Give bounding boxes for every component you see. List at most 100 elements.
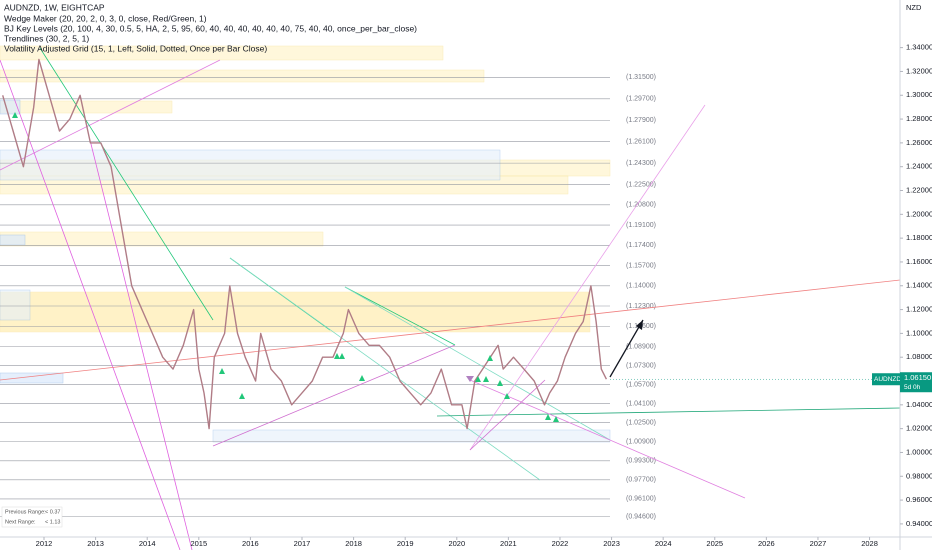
- grid-level-label: (1.00900): [626, 439, 656, 446]
- zone: [0, 289, 31, 321]
- y-tick-label: 1.10000: [906, 328, 932, 337]
- x-tick-label: 2012: [36, 539, 53, 548]
- x-tick-label: 2015: [190, 539, 207, 548]
- x-tick-label: 2022: [552, 539, 569, 548]
- y-tick-label: 1.00000: [906, 447, 932, 456]
- trendline: [229, 257, 541, 481]
- x-tick-label: 2028: [861, 539, 878, 548]
- arrow-head: [636, 320, 643, 330]
- trendline: [344, 286, 611, 441]
- forecast-arrow: [609, 319, 644, 378]
- y-tick-label: 1.24000: [906, 162, 932, 171]
- y-tick-label: 1.18000: [906, 233, 932, 242]
- trendlines: [0, 47, 901, 550]
- y-tick-label: 1.34000: [906, 43, 932, 52]
- note-value: < 1.13: [45, 519, 60, 525]
- note-name: Next Range:: [5, 519, 36, 525]
- signal: [239, 393, 245, 399]
- x-tick-label: 2023: [603, 539, 620, 548]
- trendline: [89, 139, 193, 550]
- grid-level-label: (1.04100): [626, 400, 656, 407]
- y-tick-label: 1.30000: [906, 90, 932, 99]
- y-tick-label: 1.14000: [906, 281, 932, 290]
- signal: [483, 376, 489, 382]
- signal-markers: [12, 112, 559, 422]
- zone: [0, 69, 485, 83]
- indicator: BJ Key Levels (20, 100, 4, 30, 0.5, 5, H…: [4, 23, 417, 33]
- countdown-label: 5d 0h: [904, 384, 921, 391]
- grid-level-label: (1.12300): [626, 303, 656, 310]
- x-tick-label: 2018: [345, 539, 362, 548]
- grid-level-label: (1.02500): [626, 420, 656, 427]
- price-tag: [900, 372, 932, 393]
- x-tick-label: 2017: [294, 539, 311, 548]
- notes-box: [1, 506, 63, 528]
- symbol-label: AUDNZD: [874, 376, 901, 383]
- signal: [545, 414, 551, 420]
- x-tick-label: 2026: [758, 539, 775, 548]
- price-label: 1.06150: [904, 373, 931, 382]
- y-tick-label: 1.12000: [906, 305, 932, 314]
- y-tick-label: 1.22000: [906, 185, 932, 194]
- note-value: < 0.37: [45, 509, 60, 515]
- x-tick-label: 2019: [397, 539, 414, 548]
- trendline: [39, 47, 214, 321]
- signal: [487, 355, 493, 361]
- y-tick-label: 1.04000: [906, 400, 932, 409]
- indicator: Trendlines (30, 2, 5, 1): [4, 33, 89, 43]
- price-line: [2, 58, 608, 430]
- grid-levels: (1.31500) (1.29700) (1.27900) (1.26100) (1.2…: [0, 74, 656, 521]
- signal: [12, 112, 18, 118]
- grid-level-label: (1.19100): [626, 222, 656, 229]
- x-tick-label: 2021: [500, 539, 517, 548]
- grid-level-label: (1.22500): [626, 181, 656, 188]
- grid-level-label: (0.99300): [626, 458, 656, 465]
- x-tick-label: 2024: [655, 539, 672, 548]
- trendline: [469, 104, 706, 451]
- trendline: [344, 286, 456, 346]
- legend: AUDNZD, 1W, EIGHTCAP Wedge Maker (20, 20…: [4, 2, 417, 53]
- grid-level-label: (1.26100): [626, 139, 656, 146]
- zone: [212, 429, 611, 443]
- trendline: [0, 59, 181, 550]
- x-tick-label: 2014: [139, 539, 156, 548]
- y-tick-label: 1.08000: [906, 352, 932, 361]
- x-tick-label: 2027: [810, 539, 827, 548]
- trendline: [212, 344, 456, 447]
- grid-level-label: (1.31500): [626, 74, 656, 81]
- y-tick-label: 1.26000: [906, 138, 932, 147]
- grid-level-label: (1.15700): [626, 262, 656, 269]
- y-tick-label: 1.02000: [906, 424, 932, 433]
- grid-level-label: (1.27900): [626, 117, 656, 124]
- trendline: [0, 279, 901, 381]
- chart-title: AUDNZD, 1W, EIGHTCAP: [4, 2, 105, 12]
- grid-level-label: (1.29700): [626, 96, 656, 103]
- y-tick-label: 1.20000: [906, 209, 932, 218]
- price-series: [2, 58, 608, 430]
- signal: [497, 380, 503, 386]
- symbol-tag: [872, 373, 900, 386]
- grid-level-label: (1.14000): [626, 283, 656, 290]
- grid-level-label: (1.20800): [626, 202, 656, 209]
- axis-unit: NZD: [906, 3, 922, 12]
- x-tick-label: 2020: [448, 539, 465, 548]
- signal: [334, 353, 340, 359]
- signal: [219, 368, 225, 374]
- range-notes: Previous Range: < 0.37 Next Range: < 1.1…: [1, 506, 63, 528]
- grid-level-label: (0.97700): [626, 477, 656, 484]
- trendline: [436, 407, 901, 417]
- trendline: [469, 379, 746, 499]
- y-tick-label: 1.28000: [906, 114, 932, 123]
- y-tick-label: 0.94000: [906, 519, 932, 528]
- grid-level-label: (1.17400): [626, 242, 656, 249]
- grid-level-label: (0.94600): [626, 514, 656, 521]
- y-tick-label: 0.96000: [906, 495, 932, 504]
- grid-level-label: (1.07300): [626, 362, 656, 369]
- zone: [0, 372, 64, 384]
- x-tick-label: 2025: [706, 539, 723, 548]
- y-tick-label: 1.16000: [906, 257, 932, 266]
- grid-level-label: (1.08900): [626, 343, 656, 350]
- indicator: Wedge Maker (20, 20, 2, 0, 3, 0, close, …: [4, 13, 207, 23]
